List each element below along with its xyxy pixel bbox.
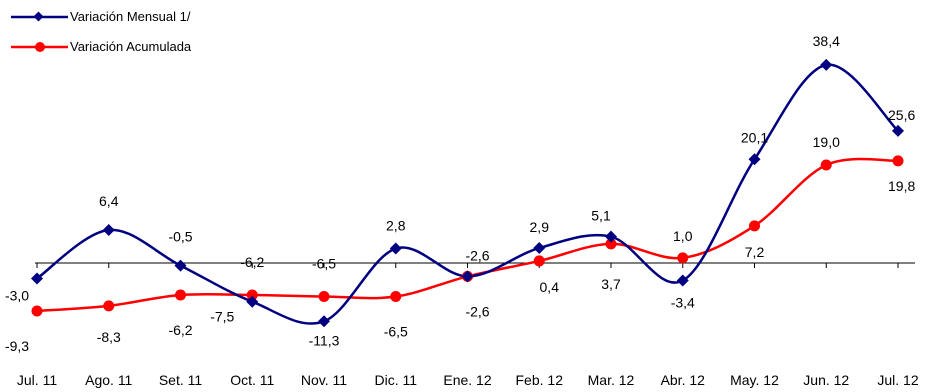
data-label-mensual: 2,9 xyxy=(530,219,550,235)
data-label-acumulada: -2,6 xyxy=(465,303,489,319)
legend-diamond-icon xyxy=(33,11,44,22)
x-tick-label: Ago. 11 xyxy=(85,372,132,388)
data-point-mensual xyxy=(461,270,474,283)
legend-label-acumulada: Variación Acumulada xyxy=(70,39,192,54)
data-point-mensual xyxy=(102,223,115,236)
data-label-acumulada: -6,5 xyxy=(384,324,408,340)
data-point-acumulada xyxy=(103,300,115,312)
data-point-acumulada xyxy=(175,289,186,301)
data-point-mensual xyxy=(605,230,617,243)
data-label-acumulada: 3,7 xyxy=(601,276,621,292)
data-label-mensual: -3,4 xyxy=(671,295,695,311)
data-label-acumulada: -8,3 xyxy=(97,329,121,345)
data-point-acumulada xyxy=(246,289,258,301)
x-tick-label: Abr. 12 xyxy=(661,372,706,388)
data-point-mensual xyxy=(174,259,187,272)
series-lines xyxy=(36,63,899,325)
data-point-mensual xyxy=(533,242,546,255)
x-tick-label: Oct. 11 xyxy=(230,372,274,388)
data-label-mensual: 38,4 xyxy=(813,33,840,49)
data-point-acumulada xyxy=(820,159,832,171)
data-point-acumulada xyxy=(390,291,402,303)
data-label-mensual: 25,6 xyxy=(888,107,915,123)
data-point-mensual xyxy=(820,58,833,71)
data-point-mensual xyxy=(318,315,330,328)
data-point-acumulada xyxy=(677,252,689,264)
x-tick-label: Set. 11 xyxy=(159,372,203,388)
data-point-mensual xyxy=(389,242,402,255)
x-tick-label: Feb. 12 xyxy=(516,372,564,388)
series-line-mensual xyxy=(36,63,899,325)
data-point-acumulada xyxy=(318,291,330,303)
x-axis-ticks xyxy=(36,263,899,268)
data-label-mensual: -2,6 xyxy=(465,247,489,263)
data-label-mensual: -7,5 xyxy=(210,309,234,325)
x-tick-label: Dic. 11 xyxy=(374,372,417,388)
data-point-acumulada xyxy=(533,255,545,267)
data-label-acumulada: -6,2 xyxy=(240,254,264,270)
legend-item-acumulada: Variación Acumulada xyxy=(11,39,192,54)
legend-item-mensual: Variación Mensual 1/ xyxy=(11,9,191,24)
data-label-acumulada: 7,2 xyxy=(745,244,765,260)
data-label-acumulada: 19,8 xyxy=(888,178,915,194)
series-markers xyxy=(31,58,904,328)
data-point-acumulada xyxy=(31,305,43,317)
data-label-acumulada: 0,4 xyxy=(540,279,560,295)
data-point-acumulada xyxy=(749,220,760,232)
legend: Variación Mensual 1/ Variación Acumulada xyxy=(11,9,192,54)
x-tick-label: Jul. 12 xyxy=(877,372,918,388)
data-point-mensual xyxy=(676,274,689,287)
data-point-mensual xyxy=(748,153,761,166)
data-label-mensual: 5,1 xyxy=(591,208,611,224)
data-point-mensual xyxy=(892,124,904,137)
data-labels: -3,0 6,4 -0,5 -7,5 -11,3 2,8 -2,6 2,9 5,1 -3,4 20,… xyxy=(5,33,916,354)
data-point-mensual xyxy=(31,272,43,285)
x-tick-label: Mar. 12 xyxy=(588,372,635,388)
data-label-mensual: 6,4 xyxy=(99,193,119,209)
data-point-mensual xyxy=(246,295,259,308)
data-label-mensual: 20,1 xyxy=(741,129,768,145)
data-label-acumulada: 19,0 xyxy=(813,134,840,150)
data-label-mensual: 2,8 xyxy=(386,218,406,234)
x-tick-label: May. 12 xyxy=(730,372,779,388)
data-label-acumulada: -6,5 xyxy=(312,256,336,272)
data-label-mensual: -0,5 xyxy=(168,229,192,245)
data-label-mensual: -3,0 xyxy=(5,287,29,303)
data-point-acumulada xyxy=(605,238,617,250)
legend-circle-icon xyxy=(35,42,45,52)
x-tick-label: Jun. 12 xyxy=(803,372,849,388)
data-label-acumulada: -6,2 xyxy=(168,322,192,338)
data-label-mensual: -11,3 xyxy=(309,332,340,348)
data-point-acumulada xyxy=(892,155,904,167)
x-tick-label: Nov. 11 xyxy=(301,372,347,388)
x-axis-labels: Jul. 11 Ago. 11 Set. 11 Oct. 11 Nov. 11 Dic. … xyxy=(17,372,919,388)
legend-label-mensual: Variación Mensual 1/ xyxy=(70,9,191,24)
data-label-acumulada: 1,0 xyxy=(673,228,693,244)
series-line-acumulada xyxy=(36,157,899,313)
data-label-acumulada: -9,3 xyxy=(5,338,29,354)
x-tick-label: Jul. 11 xyxy=(17,372,57,388)
x-tick-label: Ene. 12 xyxy=(443,372,491,388)
